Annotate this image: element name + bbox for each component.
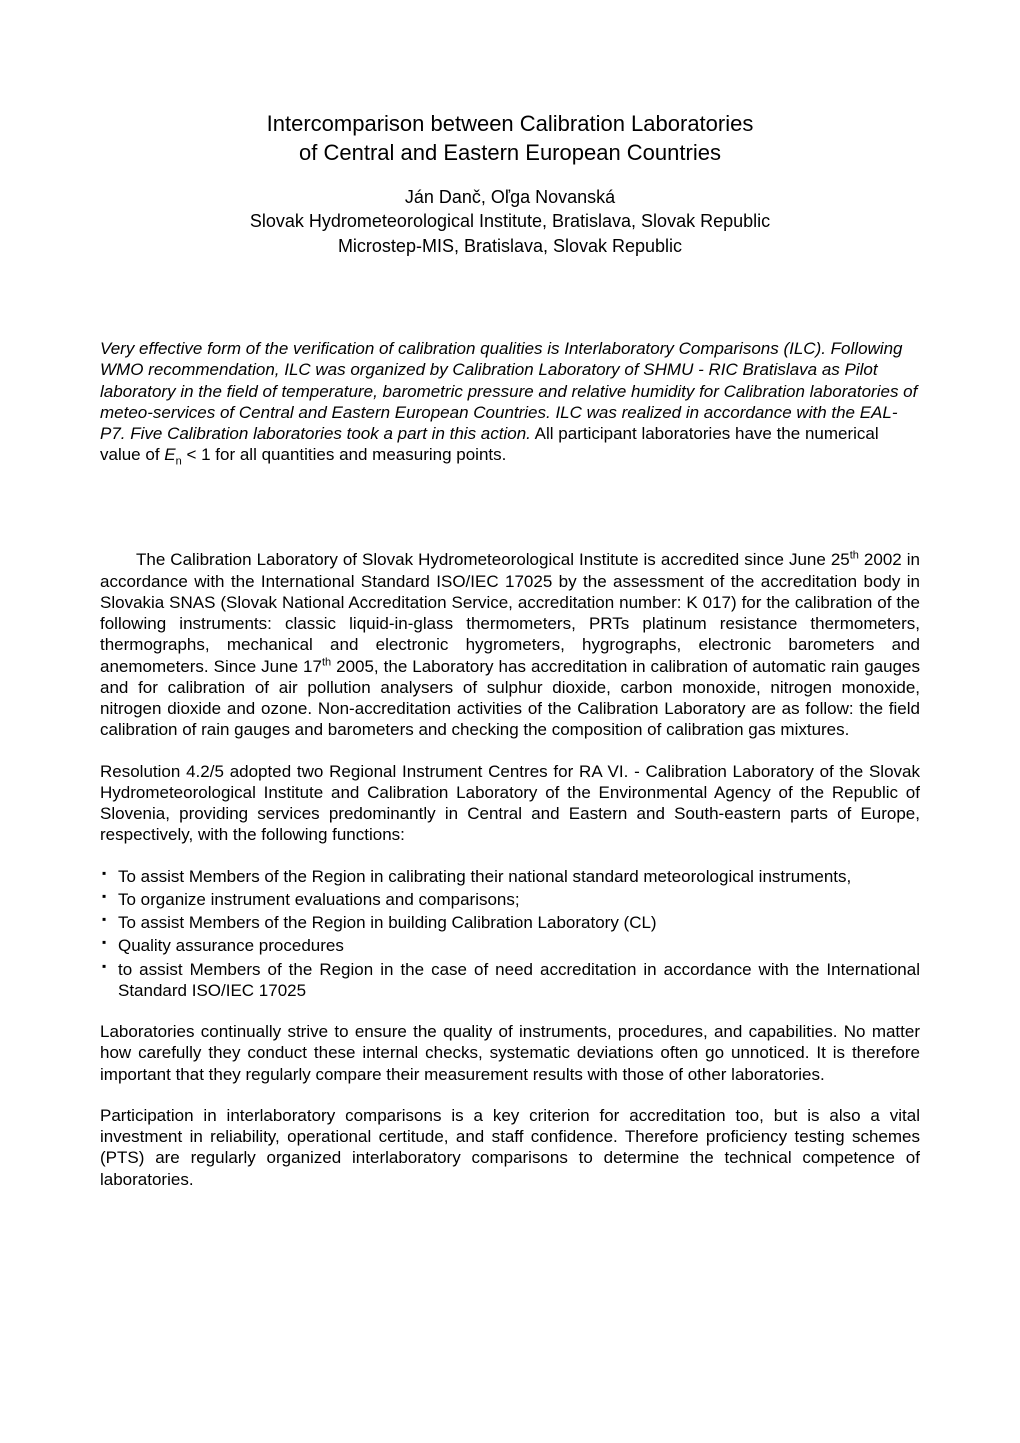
title-line-2: of Central and Eastern European Countrie… xyxy=(299,140,721,165)
list-item: To organize instrument evaluations and c… xyxy=(100,889,920,910)
body-paragraph-3: Laboratories continually strive to ensur… xyxy=(100,1021,920,1085)
abstract-paragraph: Very effective form of the verification … xyxy=(100,338,920,469)
body-paragraph-4: Participation in interlaboratory compari… xyxy=(100,1105,920,1190)
superscript-th-1: th xyxy=(850,550,859,562)
list-item: To assist Members of the Region in build… xyxy=(100,912,920,933)
body-paragraph-1: The Calibration Laboratory of Slovak Hyd… xyxy=(100,549,920,740)
en-symbol: E xyxy=(164,445,175,464)
abstract-normal-suffix: < 1 for all quantities and measuring poi… xyxy=(182,445,507,464)
list-item: To assist Members of the Region in calib… xyxy=(100,866,920,887)
author-block: Ján Danč, Oľga Novanská Slovak Hydromete… xyxy=(100,185,920,258)
document-title: Intercomparison between Calibration Labo… xyxy=(100,110,920,167)
list-item: to assist Members of the Region in the c… xyxy=(100,959,920,1002)
list-item: Quality assurance procedures xyxy=(100,935,920,956)
title-line-1: Intercomparison between Calibration Labo… xyxy=(267,111,754,136)
functions-list: To assist Members of the Region in calib… xyxy=(100,866,920,1002)
affiliation-1: Slovak Hydrometeorological Institute, Br… xyxy=(250,211,770,231)
body-paragraph-2: Resolution 4.2/5 adopted two Regional In… xyxy=(100,761,920,846)
author-names: Ján Danč, Oľga Novanská xyxy=(405,187,615,207)
superscript-th-2: th xyxy=(322,656,331,668)
affiliation-2: Microstep-MIS, Bratislava, Slovak Republ… xyxy=(338,236,682,256)
p1-part1: The Calibration Laboratory of Slovak Hyd… xyxy=(136,550,850,569)
